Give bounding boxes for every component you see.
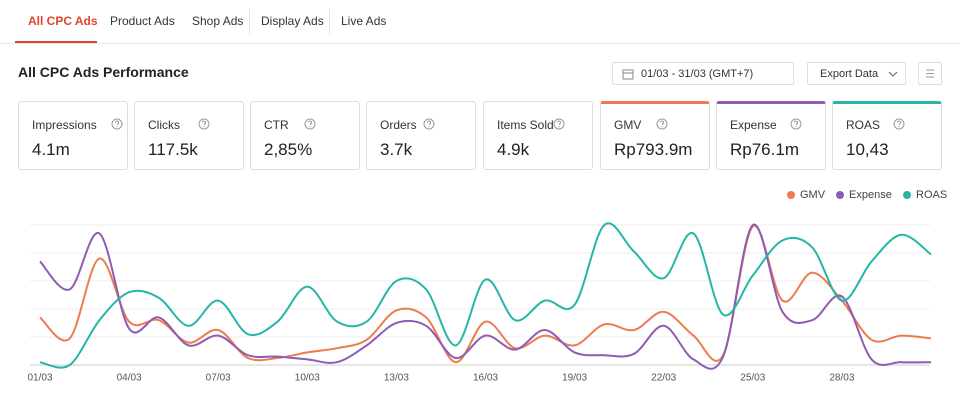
menu-icon	[926, 69, 934, 78]
metric-card[interactable]: ROAS 10,43	[832, 101, 942, 170]
legend-swatch	[836, 191, 844, 199]
metric-label: Clicks	[148, 118, 180, 132]
metric-label: ROAS	[846, 118, 881, 132]
metric-value: Rp76.1m	[730, 140, 799, 159]
x-tick-label: 10/03	[295, 373, 320, 384]
calendar-icon	[622, 69, 634, 80]
metric-label: Items Sold	[497, 118, 554, 132]
series-line	[39, 224, 932, 364]
help-icon[interactable]	[111, 118, 123, 130]
section-title: All CPC Ads Performance	[18, 64, 189, 80]
x-tick-label: 22/03	[651, 373, 676, 384]
x-tick-label: 07/03	[206, 373, 231, 384]
legend-swatch	[787, 191, 795, 199]
help-icon[interactable]	[198, 118, 210, 130]
tab[interactable]: Live Ads	[341, 14, 387, 28]
metric-value: 3.7k	[380, 140, 413, 159]
series-line	[39, 222, 932, 369]
metric-card[interactable]: GMV Rp793.9m	[600, 101, 710, 170]
series-line	[39, 223, 932, 370]
export-label: Export Data	[820, 68, 879, 80]
x-tick-label: 28/03	[829, 373, 854, 384]
metric-value: 2,85%	[264, 140, 313, 159]
date-range: 01/03 - 31/03 (GMT+7)	[641, 68, 754, 80]
metric-label: Expense	[730, 118, 777, 132]
tab[interactable]: All CPC Ads	[28, 14, 98, 28]
metric-value: 4.1m	[32, 140, 70, 159]
metric-label: Impressions	[32, 118, 97, 132]
legend-label: Expense	[849, 189, 892, 201]
tab[interactable]: Product Ads	[110, 14, 175, 28]
tab-bar: All CPC Ads Product Ads Shop Ads Display Ad…	[0, 0, 960, 44]
x-tick-label: 04/03	[117, 373, 142, 384]
chevron-icon	[888, 71, 898, 77]
x-tick-label: 13/03	[384, 373, 409, 384]
metric-card[interactable]: Orders 3.7k	[366, 101, 476, 170]
metric-card[interactable]: Impressions 4.1m	[18, 101, 128, 170]
date-picker[interactable]: 01/03 - 31/03 (GMT+7)	[612, 62, 794, 85]
metric-card[interactable]: CTR 2,85%	[250, 101, 360, 170]
separator	[249, 9, 250, 35]
export-button[interactable]: Export Data	[807, 62, 906, 85]
active-tab-indicator	[15, 41, 97, 43]
metric-card[interactable]: Expense Rp76.1m	[716, 101, 826, 170]
help-icon[interactable]	[790, 118, 802, 130]
tab[interactable]: Display Ads	[261, 14, 324, 28]
metric-value: 4.9k	[497, 140, 530, 159]
metric-label: Orders	[380, 118, 417, 132]
legend-swatch	[903, 191, 911, 199]
tab[interactable]: Shop Ads	[192, 14, 244, 28]
help-icon[interactable]	[553, 118, 565, 130]
help-icon[interactable]	[423, 118, 435, 130]
x-tick-label: 01/03	[27, 373, 52, 384]
help-icon[interactable]	[304, 118, 316, 130]
metric-card[interactable]: Clicks 117.5k	[134, 101, 244, 170]
metric-value: Rp793.9m	[614, 140, 693, 159]
legend-label: ROAS	[916, 189, 947, 201]
metric-label: CTR	[264, 118, 289, 132]
help-icon[interactable]	[893, 118, 905, 130]
metric-label: GMV	[614, 118, 642, 132]
x-tick-label: 25/03	[740, 373, 765, 384]
metric-value: 117.5k	[148, 140, 198, 159]
legend-label: GMV	[800, 189, 826, 201]
separator	[329, 9, 330, 35]
metric-value: 10,43	[846, 140, 889, 159]
x-tick-label: 16/03	[473, 373, 498, 384]
help-icon[interactable]	[656, 118, 668, 130]
menu-button[interactable]	[918, 62, 942, 85]
metric-card[interactable]: Items Sold 4.9k	[483, 101, 593, 170]
x-tick-label: 19/03	[562, 373, 587, 384]
